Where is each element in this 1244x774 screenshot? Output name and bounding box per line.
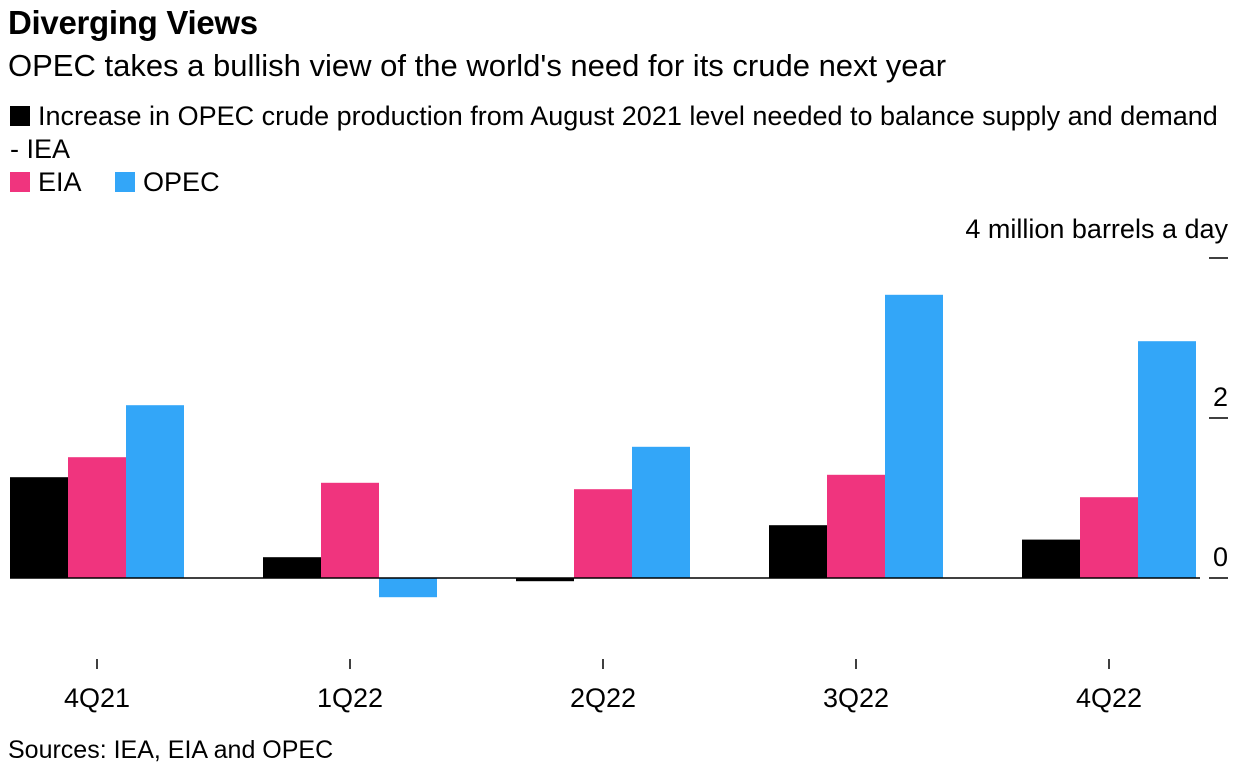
y-tick-label-0: 0: [1213, 542, 1228, 572]
legend-row-2: EIA OPEC: [10, 166, 1225, 199]
bar-4q21-opec: [126, 405, 184, 578]
bar-2q22-eia: [574, 489, 632, 578]
legend-item-eia: EIA: [10, 166, 82, 199]
x-tick-label-1q22: 1Q22: [317, 683, 383, 713]
legend-swatch-opec: [115, 172, 136, 192]
chart-title: Diverging Views: [8, 4, 258, 41]
y-axis: 02: [1209, 257, 1228, 579]
chart-subtitle: OPEC takes a bullish view of the world's…: [8, 48, 947, 83]
bar-3q22-eia: [827, 474, 885, 578]
legend-row-1: Increase in OPEC crude production from A…: [10, 100, 1225, 166]
x-tick-label-3q22: 3Q22: [823, 683, 889, 713]
legend-label-opec: OPEC: [143, 167, 220, 197]
bar-2q22-iea: [516, 578, 574, 582]
bar-4q21-eia: [68, 457, 126, 578]
legend-label-eia: EIA: [38, 167, 82, 197]
y-tick-label-2: 2: [1213, 382, 1228, 412]
y-axis-label: 4 million barrels a day: [965, 214, 1228, 244]
x-tick-label-4q21: 4Q21: [64, 683, 130, 713]
bars-layer: [10, 294, 1196, 598]
legend-item-opec: OPEC: [115, 166, 220, 199]
bar-1q22-eia: [321, 482, 379, 578]
legend-swatch-iea: [10, 106, 30, 126]
x-tick-label-4q22: 4Q22: [1076, 683, 1142, 713]
bar-4q22-iea: [1022, 539, 1080, 578]
legend-label-iea: Increase in OPEC crude production from A…: [10, 101, 1218, 164]
legend: Increase in OPEC crude production from A…: [10, 100, 1225, 199]
legend-item-iea: Increase in OPEC crude production from A…: [10, 100, 1225, 166]
bar-2q22-opec: [632, 446, 690, 578]
bar-4q22-opec: [1138, 341, 1196, 578]
source-note: Sources: IEA, EIA and OPEC: [8, 736, 334, 764]
x-tick-label-2q22: 2Q22: [570, 683, 636, 713]
legend-swatch-eia: [10, 172, 30, 192]
bar-1q22-opec: [379, 578, 437, 598]
bar-4q21-iea: [10, 477, 68, 578]
x-axis: 4Q21 1Q22 2Q22 3Q22 4Q22: [64, 659, 1142, 713]
bar-1q22-iea: [263, 557, 321, 578]
bar-3q22-opec: [885, 294, 943, 578]
bar-4q22-eia: [1080, 497, 1138, 578]
bar-3q22-iea: [769, 525, 827, 578]
